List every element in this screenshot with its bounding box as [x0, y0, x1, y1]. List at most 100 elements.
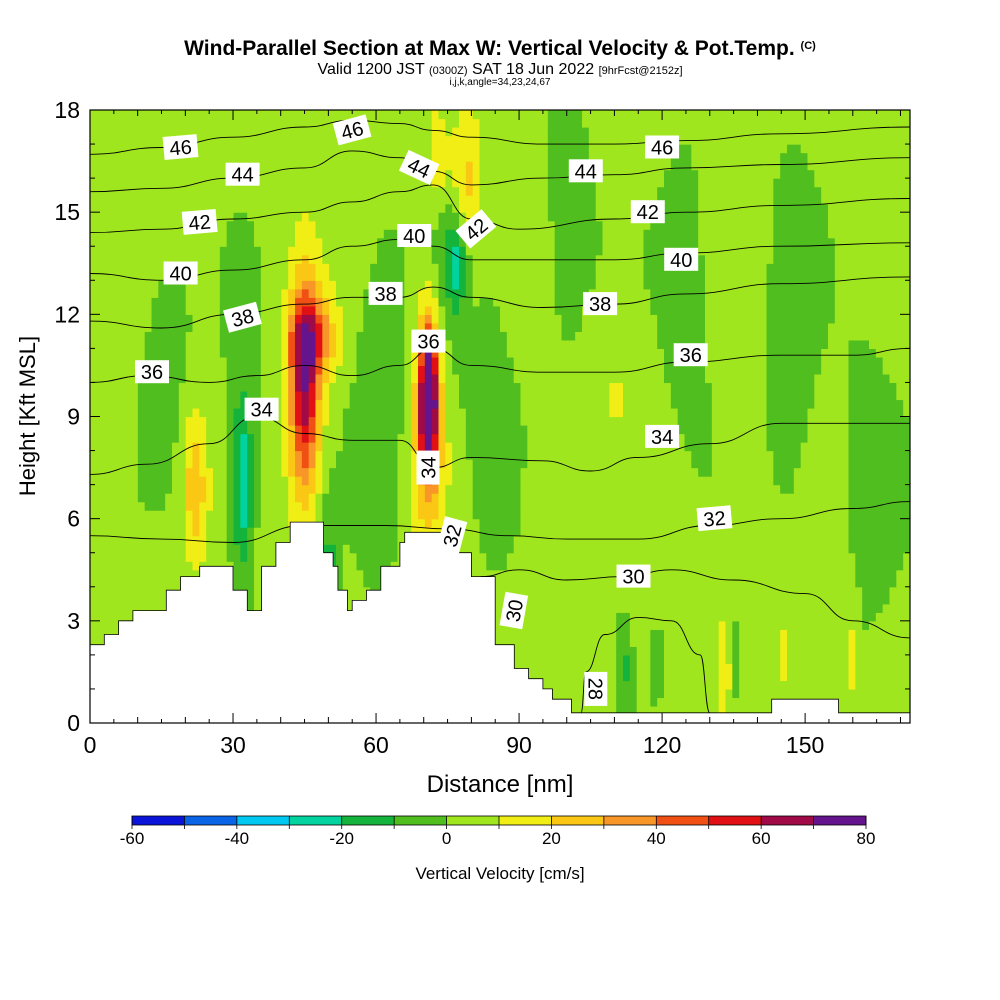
- velocity-cell: [875, 476, 884, 486]
- velocity-cell: [636, 671, 645, 682]
- velocity-cell: [527, 407, 535, 418]
- velocity-cell: [821, 510, 829, 520]
- velocity-cell: [752, 425, 761, 435]
- velocity-cell: [383, 390, 392, 401]
- velocity-cell: [759, 544, 768, 554]
- velocity-cell: [383, 416, 392, 426]
- velocity-cell: [459, 373, 467, 384]
- velocity-cell: [616, 510, 624, 520]
- velocity-cell: [841, 544, 850, 554]
- velocity-cell: [746, 612, 754, 622]
- velocity-cell: [561, 671, 569, 682]
- velocity-cell: [889, 646, 897, 656]
- velocity-cell: [896, 476, 904, 486]
- velocity-cell: [213, 399, 221, 409]
- velocity-cell: [383, 407, 392, 418]
- velocity-cell: [718, 637, 727, 647]
- velocity-cell: [513, 629, 522, 639]
- velocity-cell: [855, 450, 863, 460]
- velocity-cell: [124, 399, 132, 409]
- velocity-cell: [793, 382, 802, 392]
- velocity-cell: [780, 459, 788, 469]
- velocity-cell: [882, 663, 891, 673]
- velocity-cell: [882, 578, 891, 588]
- velocity-cell: [233, 390, 241, 401]
- velocity-cell: [206, 544, 214, 554]
- velocity-cell: [862, 586, 870, 596]
- velocity-cell: [725, 663, 733, 673]
- velocity-cell: [213, 450, 221, 460]
- velocity-cell: [732, 629, 740, 639]
- velocity-cell: [739, 569, 747, 579]
- velocity-cell: [623, 697, 631, 707]
- velocity-cell: [732, 407, 740, 418]
- velocity-cell: [800, 459, 809, 469]
- velocity-cell: [848, 671, 856, 682]
- velocity-cell: [349, 373, 358, 384]
- velocity-cell: [240, 544, 248, 554]
- velocity-cell: [657, 493, 665, 503]
- velocity-cell: [746, 425, 754, 435]
- velocity-cell: [472, 459, 481, 469]
- velocity-cell: [875, 705, 884, 716]
- velocity-cell: [862, 373, 870, 384]
- velocity-cell: [889, 373, 897, 384]
- velocity-cell: [841, 671, 850, 682]
- velocity-cell: [390, 527, 399, 537]
- velocity-cell: [616, 476, 624, 486]
- velocity-cell: [588, 476, 597, 486]
- velocity-cell: [500, 476, 508, 486]
- velocity-cell: [732, 459, 740, 469]
- velocity-cell: [568, 518, 576, 528]
- velocity-cell: [862, 654, 870, 664]
- velocity-cell: [329, 365, 337, 375]
- velocity-cell: [390, 373, 399, 384]
- velocity-cell: [520, 382, 528, 392]
- velocity-cell: [233, 407, 241, 418]
- velocity-cell: [834, 637, 843, 647]
- velocity-cell: [623, 476, 631, 486]
- velocity-cell: [493, 612, 501, 622]
- velocity-cell: [199, 476, 207, 486]
- velocity-cell: [793, 390, 802, 401]
- velocity-cell: [506, 416, 515, 426]
- velocity-cell: [834, 552, 843, 562]
- velocity-cell: [199, 390, 207, 401]
- velocity-cell: [534, 425, 542, 435]
- velocity-cell: [807, 390, 815, 401]
- velocity-cell: [841, 637, 850, 647]
- velocity-cell: [787, 467, 795, 477]
- velocity-cell: [575, 544, 583, 554]
- velocity-cell: [814, 646, 822, 656]
- velocity-cell: [158, 407, 166, 418]
- velocity-cell: [582, 493, 590, 503]
- velocity-cell: [650, 390, 658, 401]
- velocity-cell: [158, 501, 166, 511]
- velocity-cell: [903, 390, 910, 401]
- velocity-cell: [438, 518, 446, 528]
- velocity-cell: [131, 407, 139, 418]
- velocity-cell: [124, 467, 132, 477]
- velocity-cell: [732, 390, 740, 401]
- velocity-cell: [254, 467, 262, 477]
- velocity-cell: [363, 552, 371, 562]
- velocity-cell: [739, 484, 747, 494]
- velocity-cell: [636, 501, 645, 511]
- velocity-cell: [643, 450, 651, 460]
- velocity-cell: [260, 510, 269, 520]
- velocity-cell: [595, 442, 604, 452]
- velocity-cell: [677, 493, 686, 503]
- velocity-cell: [158, 493, 166, 503]
- velocity-cell: [752, 637, 761, 647]
- velocity-cell: [247, 425, 255, 435]
- velocity-cell: [124, 433, 132, 443]
- velocity-cell: [807, 663, 815, 673]
- velocity-cell: [527, 493, 535, 503]
- velocity-cell: [233, 425, 241, 435]
- velocity-cell: [787, 382, 795, 392]
- velocity-cell: [657, 569, 665, 579]
- velocity-cell: [288, 433, 296, 443]
- velocity-cell: [807, 433, 815, 443]
- velocity-cell: [862, 629, 870, 639]
- velocity-cell: [732, 399, 740, 409]
